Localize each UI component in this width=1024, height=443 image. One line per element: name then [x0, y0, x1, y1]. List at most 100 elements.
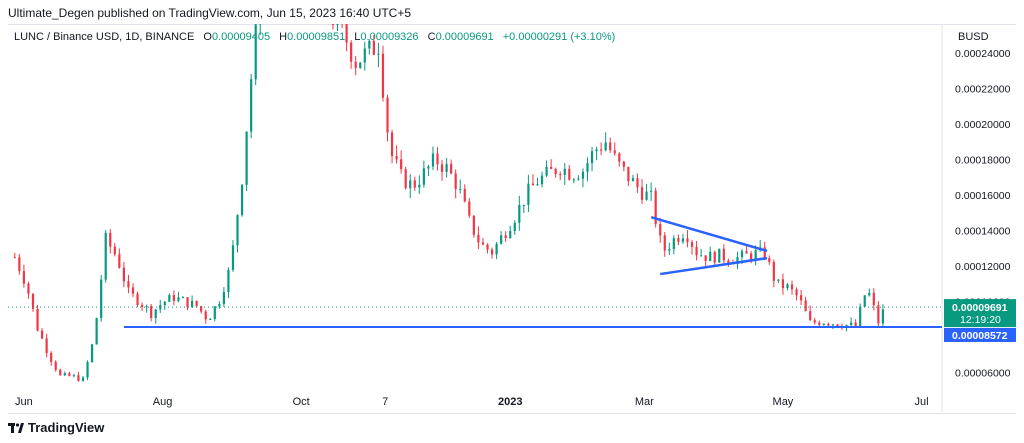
candle-body	[690, 242, 694, 247]
candle-body	[264, 0, 266, 11]
candle-body	[368, 40, 371, 49]
candle-body	[463, 188, 466, 202]
candle-body	[877, 305, 880, 324]
candle-body	[409, 180, 412, 189]
x-tick-label: May	[773, 396, 794, 408]
candle-body	[150, 306, 153, 319]
candle-body	[727, 260, 730, 264]
candle-body	[481, 242, 485, 245]
candle-body	[636, 178, 639, 188]
support-price-value: 0.00008572	[952, 330, 1008, 342]
candle-body	[145, 306, 148, 308]
candle-body	[686, 238, 689, 243]
candle-body	[836, 324, 839, 327]
candle-body	[363, 48, 366, 63]
candle-body	[486, 244, 489, 250]
candle-body	[704, 255, 707, 262]
candle-body	[568, 168, 571, 180]
candle-body	[827, 323, 830, 326]
candle-body	[40, 330, 44, 339]
candle-body	[640, 187, 644, 200]
candle-body	[200, 306, 203, 312]
candle-body	[622, 161, 625, 167]
candle-body	[240, 184, 244, 216]
candle-body	[595, 149, 598, 152]
candle-body	[77, 375, 80, 381]
candle-body	[372, 40, 375, 55]
candle-body	[231, 245, 235, 270]
candle-body	[386, 97, 389, 133]
x-tick-label: Jun	[15, 396, 33, 408]
current-price-value: 0.00009691	[952, 302, 1008, 314]
candle-body	[395, 156, 398, 160]
currency-label[interactable]: BUSD	[958, 31, 989, 43]
candle-body	[236, 215, 239, 246]
close-value: 0.00009691	[435, 31, 494, 43]
candle-body	[554, 168, 557, 175]
candle-body	[381, 53, 385, 98]
candle-body	[790, 284, 794, 290]
candle-body	[700, 255, 703, 257]
candle-body	[54, 361, 57, 370]
symbol-label[interactable]: LUNC / Binance USD, 1D, BINANCE	[14, 31, 195, 43]
candle-body	[195, 300, 198, 307]
candle-body	[13, 257, 16, 259]
candle-body	[418, 184, 421, 188]
candle-body	[745, 251, 748, 254]
candle-body	[577, 178, 580, 180]
candle-body	[813, 320, 816, 323]
x-tick-label: Jul	[915, 396, 929, 408]
candle-body	[740, 251, 744, 258]
candle-body	[872, 292, 875, 306]
candle-body	[259, 24, 262, 25]
candle-body	[809, 311, 812, 321]
high-value: 0.00009851	[287, 31, 346, 43]
candle-body	[163, 301, 166, 306]
y-tick-label: 0.00014000	[955, 226, 1011, 238]
candle-body	[609, 142, 612, 151]
candle-body	[22, 271, 26, 284]
y-tick-label: 0.00016000	[955, 190, 1011, 202]
candle-body	[631, 178, 635, 182]
candle-body	[854, 322, 857, 327]
candle-body	[722, 248, 725, 261]
candle-body	[613, 150, 616, 154]
footer-brand[interactable]: TradingView	[8, 420, 104, 435]
candle-body	[781, 279, 785, 289]
candle-body	[586, 163, 589, 172]
candle-body	[254, 24, 257, 80]
candle-body	[863, 295, 866, 307]
candle-body	[513, 222, 516, 232]
candle-body	[540, 175, 544, 185]
y-tick-label: 0.00006000	[955, 368, 1011, 380]
x-tick-label: Oct	[293, 396, 310, 408]
candle-body	[527, 183, 530, 205]
candle-body	[86, 362, 89, 378]
candle-body	[736, 257, 739, 265]
candle-body	[204, 311, 207, 320]
y-tick-label: 0.00018000	[955, 154, 1011, 166]
candle-body	[31, 293, 35, 309]
candle-body	[154, 309, 157, 319]
y-tick-label: 0.00012000	[955, 261, 1011, 273]
candle-body	[518, 205, 521, 223]
candle-body	[450, 163, 453, 174]
candle-body	[104, 232, 107, 280]
x-tick-label: Aug	[153, 396, 173, 408]
triangle-trendline	[650, 216, 768, 253]
candle-body	[222, 292, 225, 305]
candle-body	[354, 61, 357, 69]
candle-body	[359, 62, 362, 69]
candle-body	[590, 151, 594, 164]
candle-body	[881, 309, 885, 324]
candle-body	[754, 250, 757, 260]
candle-body	[445, 163, 448, 172]
candle-body	[413, 180, 416, 188]
x-tick-label: 7	[382, 396, 388, 408]
candle-body	[186, 297, 189, 307]
candle-body	[536, 184, 539, 186]
candle-body	[581, 171, 585, 179]
candle-body	[650, 190, 653, 192]
candle-body	[718, 248, 721, 263]
